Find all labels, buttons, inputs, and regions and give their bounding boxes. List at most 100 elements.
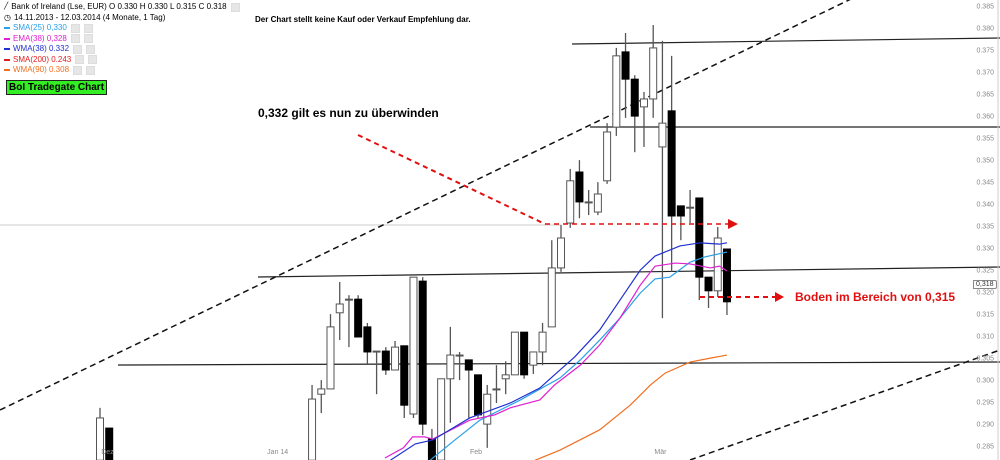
- candle-body: [372, 350, 381, 353]
- candle: [566, 168, 575, 228]
- candle: [630, 75, 639, 153]
- indicator-label: SMA(25) 0,330: [13, 23, 67, 32]
- legend-range: ◷ 14.11.2013 - 12.03.2014 (4 Monate, 1 T…: [4, 13, 240, 24]
- indicator-settings-button[interactable]: [75, 55, 85, 65]
- resistance-annotation: 0,332 gilt es nun zu überwinden: [258, 106, 439, 120]
- settings-button[interactable]: [230, 2, 240, 12]
- candle-body: [621, 51, 630, 80]
- candle-body: [455, 354, 464, 357]
- candle-body: [391, 346, 400, 371]
- candle: [96, 407, 104, 460]
- candle-body: [529, 351, 538, 366]
- y-tick-label: 0.300: [976, 377, 994, 385]
- candle-body: [418, 280, 427, 425]
- y-tick-label: 0.285: [976, 443, 994, 451]
- horizontal-line-0304[interactable]: [117, 361, 1000, 366]
- ma-line-sma25: [429, 251, 728, 460]
- candle: [501, 361, 510, 395]
- candle-body: [308, 398, 317, 460]
- tradegate-chart-badge[interactable]: BoI Tradegate Chart: [6, 80, 108, 95]
- indicator-remove-button[interactable]: [88, 55, 98, 65]
- candle-body: [704, 276, 713, 292]
- y-tick-label: 0.325: [976, 267, 994, 275]
- candle-body: [381, 350, 390, 371]
- candle: [492, 365, 501, 403]
- horizontal-line-0378[interactable]: [571, 37, 1000, 45]
- y-tick-label: 0.320: [976, 289, 994, 297]
- candle-body: [547, 267, 556, 328]
- candle: [713, 227, 722, 297]
- indicator-swatch: [4, 27, 10, 30]
- candle: [547, 240, 556, 328]
- candle-body: [354, 298, 363, 338]
- indicator-label: WMA(90) 0.308: [13, 65, 70, 74]
- candle: [105, 427, 114, 460]
- candle: [575, 160, 584, 219]
- candle-body: [437, 378, 446, 460]
- candle: [621, 32, 630, 118]
- candle-body: [96, 417, 104, 460]
- candle-body: [566, 180, 575, 224]
- y-tick-label: 0.375: [976, 47, 994, 55]
- y-tick-label: 0.290: [976, 421, 994, 429]
- last-price-label: 0,318: [973, 280, 997, 289]
- candle: [446, 326, 455, 423]
- candle-body: [557, 237, 565, 269]
- indicator-settings-button[interactable]: [70, 34, 80, 44]
- legend-indicator: SMA(25) 0,330: [4, 23, 240, 34]
- lower-trend-channel[interactable]: [689, 349, 1000, 460]
- indicator-remove-button[interactable]: [86, 65, 96, 75]
- y-tick-label: 0.385: [976, 3, 994, 11]
- y-tick-label: 0.340: [976, 201, 994, 209]
- indicator-remove-button[interactable]: [86, 44, 96, 54]
- indicator-settings-button[interactable]: [73, 65, 83, 75]
- indicator-remove-button[interactable]: [83, 34, 93, 44]
- indicator-swatch: [4, 48, 10, 51]
- candle: [400, 345, 409, 418]
- candle: [695, 197, 704, 301]
- x-tick-label: Jan 14: [267, 449, 289, 456]
- candle: [520, 331, 529, 379]
- legend-indicator: WMA(38) 0.332: [4, 44, 240, 55]
- candle: [409, 276, 418, 418]
- candle-body: [400, 345, 409, 406]
- candle-body: [722, 248, 731, 303]
- indicator-settings-button[interactable]: [70, 23, 80, 33]
- candle: [437, 378, 446, 460]
- x-tick-label: Mär: [654, 449, 667, 456]
- indicator-swatch: [4, 69, 10, 72]
- candle: [639, 91, 648, 147]
- candle-body: [492, 388, 501, 391]
- y-tick-label: 0.355: [976, 135, 994, 143]
- candle-body: [667, 110, 676, 217]
- ma-line-ema38: [384, 262, 728, 459]
- upper-trend-channel[interactable]: [0, 0, 880, 411]
- y-tick-label: 0.370: [976, 69, 994, 77]
- indicator-remove-button[interactable]: [83, 23, 93, 33]
- candle: [529, 351, 538, 374]
- candle-body: [105, 427, 114, 460]
- candle-body: [344, 298, 353, 301]
- candle: [335, 282, 344, 341]
- x-tick-label: Feb: [470, 449, 483, 456]
- red-dashed-arrow-diagonal: [357, 134, 546, 225]
- legend-instrument: ╱ Bank of Ireland (Lse, EUR) O 0.330 H 0…: [4, 2, 240, 13]
- indicator-settings-button[interactable]: [73, 44, 83, 54]
- y-tick-label: 0.360: [976, 113, 994, 121]
- red-arrowhead-icon: [728, 219, 738, 229]
- candle: [658, 40, 667, 319]
- indicator-swatch: [4, 37, 10, 40]
- candle-body: [510, 331, 519, 376]
- y-tick-label: 0.345: [976, 179, 994, 187]
- candle: [722, 248, 731, 315]
- candle: [326, 314, 335, 390]
- candle: [308, 384, 317, 460]
- y-tick-label: 0.305: [976, 355, 994, 363]
- y-tick-label: 0.295: [976, 399, 994, 407]
- candles: [96, 25, 731, 460]
- horizontal-line-0323[interactable]: [257, 266, 1000, 278]
- y-tick-label: 0.365: [976, 91, 994, 99]
- red-arrows: [357, 134, 784, 302]
- y-tick-label: 0.315: [976, 311, 994, 319]
